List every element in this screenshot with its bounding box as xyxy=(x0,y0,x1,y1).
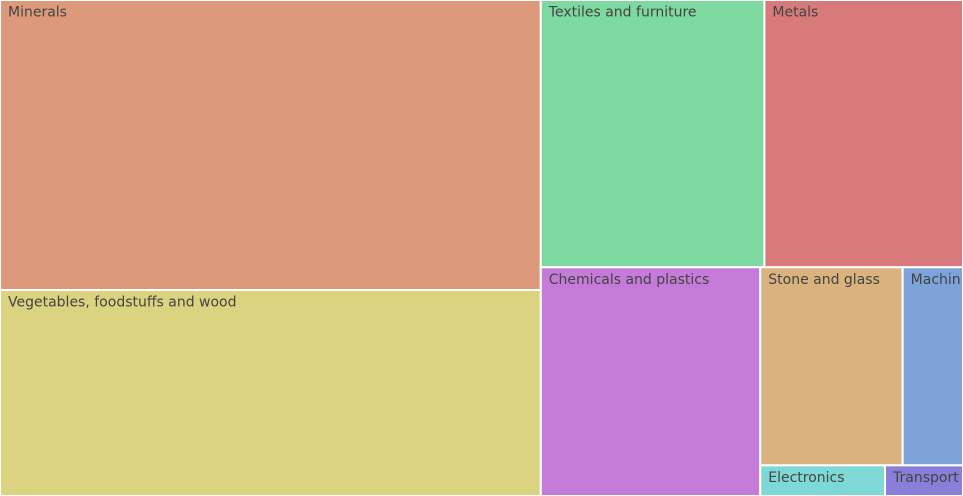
tile-label: Stone and glass xyxy=(768,272,880,288)
tile xyxy=(763,0,963,269)
tile-label: Chemicals and plastics xyxy=(549,272,710,288)
tile-label: Minerals xyxy=(8,5,67,21)
tile-label: Electronics xyxy=(768,470,844,486)
tile-label: Metals xyxy=(772,5,818,21)
tile-label: Vegetables, foodstuffs and wood xyxy=(8,295,237,311)
tile xyxy=(901,266,963,467)
tile xyxy=(539,266,762,496)
tile xyxy=(884,464,963,496)
tile xyxy=(759,266,904,467)
tile xyxy=(539,0,766,269)
tile-label: Textiles and furniture xyxy=(548,5,697,21)
tile-label: Machinery xyxy=(911,272,963,288)
tile-label: Transport xyxy=(892,470,959,486)
tile xyxy=(0,0,542,291)
tile xyxy=(0,288,542,496)
